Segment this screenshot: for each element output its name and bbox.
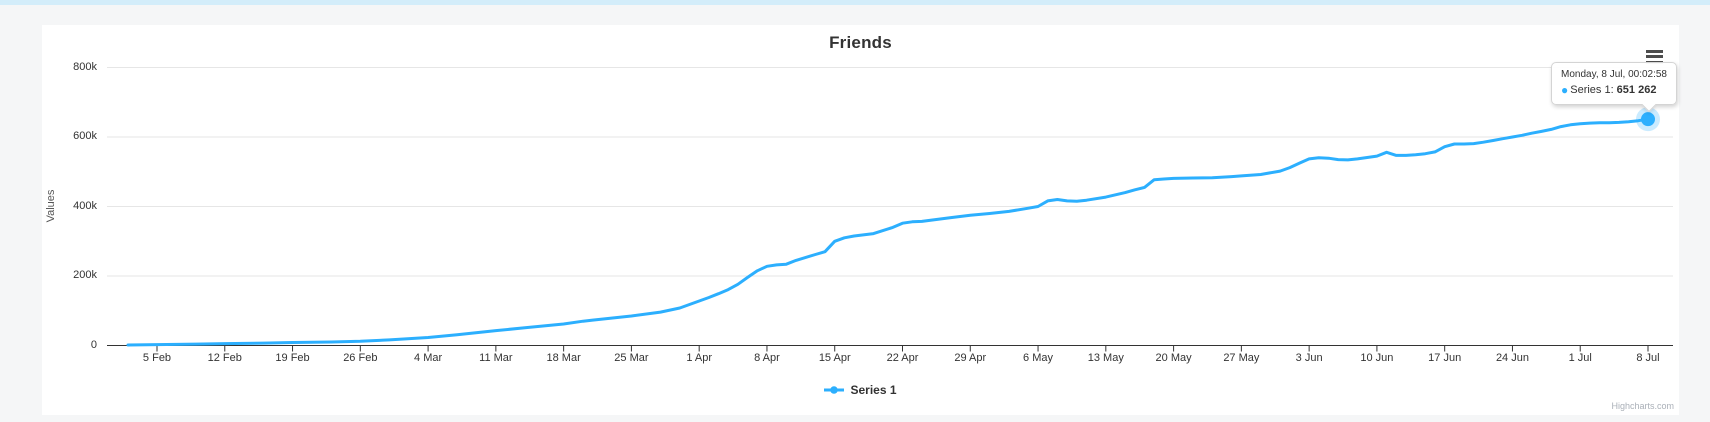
x-tick-label: 24 Jun xyxy=(1495,352,1529,364)
tooltip-series-label: Series 1: xyxy=(1570,84,1614,96)
x-tick-label: 13 May xyxy=(1087,352,1124,364)
legend-item-series1[interactable]: Series 1 xyxy=(824,383,897,397)
y-tick-label: 200k xyxy=(73,269,97,281)
x-tick-label: 27 May xyxy=(1223,352,1260,364)
y-tick-label: 600k xyxy=(73,130,97,142)
chart-svg xyxy=(107,67,1673,352)
top-accent-bar xyxy=(0,0,1710,5)
x-tick-label: 11 Mar xyxy=(479,352,513,364)
x-tick-label: 17 Jun xyxy=(1428,352,1462,364)
y-tick-label: 800k xyxy=(73,60,97,73)
x-tick-label: 19 Feb xyxy=(275,352,310,364)
tooltip: Monday, 8 Jul, 00:02:58 ● Series 1: 651 26… xyxy=(1551,62,1677,113)
tooltip-series-row: ● Series 1: 651 262 xyxy=(1561,83,1667,97)
chart-panel: Friends Values Monday, 8 Jul, 00:02:58 ●… xyxy=(42,25,1679,415)
series-bullet-icon: ● xyxy=(1561,83,1569,97)
x-tick-label: 22 Apr xyxy=(886,352,919,364)
y-tick-label: 400k xyxy=(73,199,97,212)
legend-line-icon xyxy=(824,386,845,394)
x-tick-label: 6 May xyxy=(1023,352,1054,364)
point-marker[interactable] xyxy=(1641,112,1655,127)
x-tick-label: 25 Mar xyxy=(614,352,649,364)
x-tick-label: 5 Feb xyxy=(142,352,172,364)
x-tick-label: 8 Jul xyxy=(1636,352,1660,364)
x-tick-label: 10 Jun xyxy=(1360,352,1394,364)
x-tick-label: 18 Mar xyxy=(546,352,581,364)
highcharts-credit[interactable]: Highcharts.com xyxy=(1611,401,1674,411)
x-tick-label: 1 Apr xyxy=(686,352,713,364)
legend: Series 1 xyxy=(42,379,1679,401)
x-tick-label: 15 Apr xyxy=(818,352,851,364)
series-line[interactable] xyxy=(126,117,1650,347)
x-tick-label: 4 Mar xyxy=(414,352,443,364)
chart-title: Friends xyxy=(829,33,892,52)
tooltip-date: Monday, 8 Jul, 00:02:58 xyxy=(1561,69,1667,80)
y-tick-label: 0 xyxy=(90,338,97,351)
x-tick-label: 29 Apr xyxy=(954,352,987,364)
x-tick-label: 3 Jun xyxy=(1295,352,1323,364)
x-tick-label: 26 Feb xyxy=(343,352,378,364)
legend-label: Series 1 xyxy=(850,383,897,397)
x-tick-label: 20 May xyxy=(1155,352,1192,364)
x-tick-label: 12 Feb xyxy=(207,352,242,364)
tooltip-value: 651 262 xyxy=(1616,84,1657,96)
x-tick-label: 1 Jul xyxy=(1568,352,1592,364)
x-tick-label: 8 Apr xyxy=(754,352,780,364)
